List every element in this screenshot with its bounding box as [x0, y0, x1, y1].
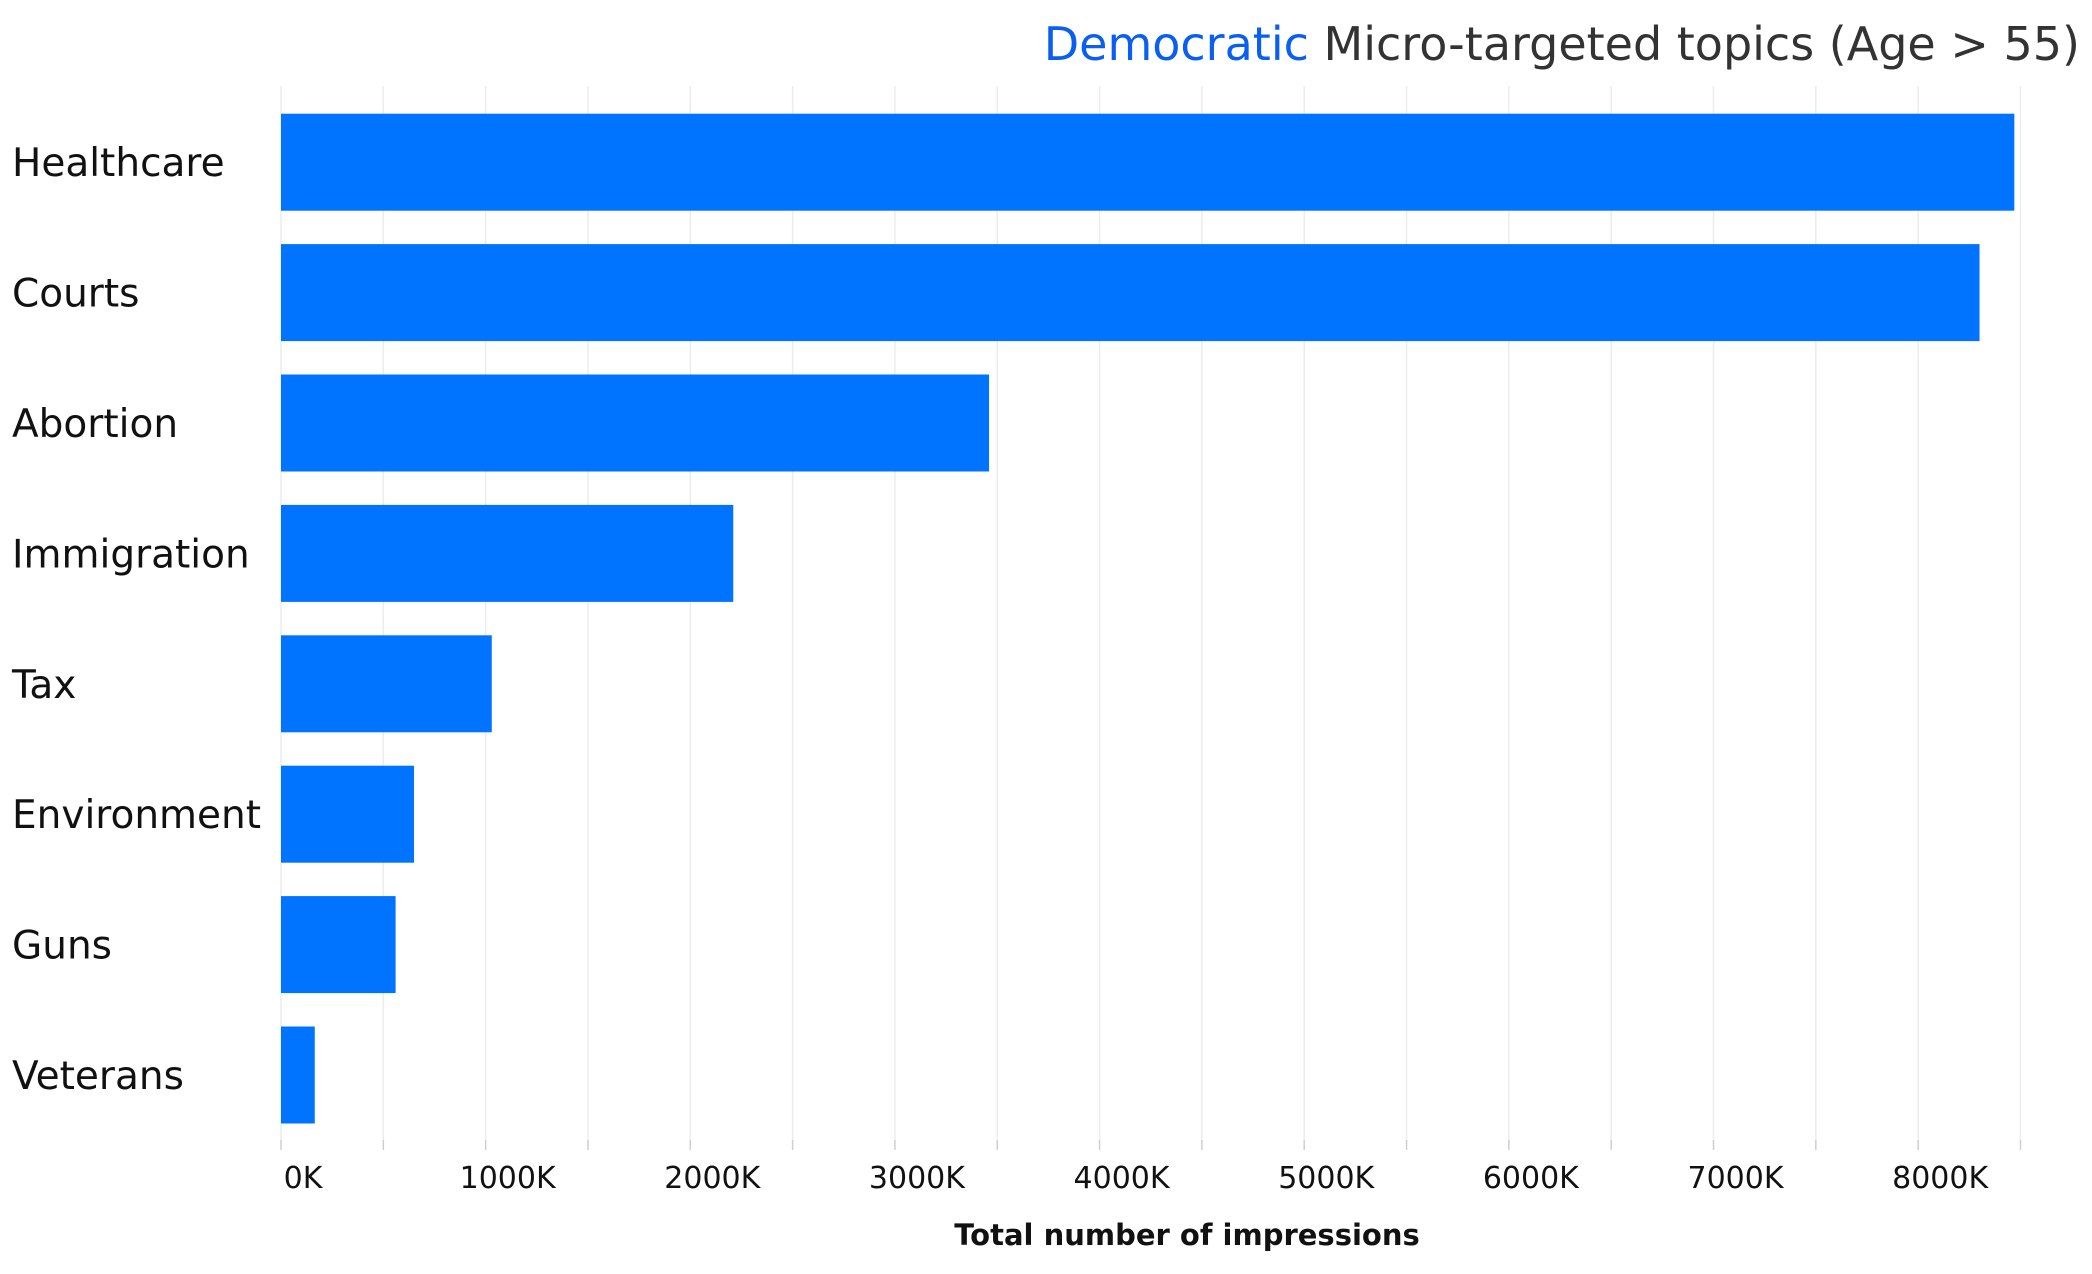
bar: [281, 1026, 315, 1124]
tick-label: 0K: [284, 1161, 324, 1196]
bar: [281, 896, 396, 994]
category-label: Guns: [12, 924, 112, 969]
bar: [281, 374, 990, 472]
tick-label: 2000K: [664, 1161, 761, 1196]
category-label: Immigration: [12, 532, 250, 577]
bar: [281, 504, 734, 602]
bar: [281, 635, 492, 733]
category-label: Abortion: [12, 402, 178, 447]
tick-label: 1000K: [460, 1161, 557, 1196]
title-text: Micro-targeted topics (Age > 55): [1309, 17, 2080, 71]
category-label: Environment: [12, 793, 261, 838]
tick-label: 8000K: [1892, 1161, 1989, 1196]
category-labels: Healthcare Courts Abortion Immigration Tax En…: [11, 141, 261, 1099]
tick-label: 6000K: [1483, 1161, 1580, 1196]
tick-label: 3000K: [869, 1161, 966, 1196]
category-label: Veterans: [12, 1054, 184, 1099]
bar: [281, 765, 415, 863]
category-label: Tax: [11, 663, 76, 708]
tick-label: 7000K: [1687, 1161, 1784, 1196]
tick-label: 5000K: [1278, 1161, 1375, 1196]
x-axis-ticks: 0K 1000K 2000K 3000K 4000K 5000K 6000K 7000K 800…: [280, 1140, 2022, 1196]
bar: [281, 244, 1980, 342]
bar: [281, 113, 2015, 211]
category-label: Healthcare: [12, 141, 225, 186]
chart-title: Democratic Micro-targeted topics (Age > …: [1044, 17, 2080, 71]
tick-label: 4000K: [1074, 1161, 1171, 1196]
bars: [281, 113, 2015, 1124]
x-axis-title: Total number of impressions: [954, 1218, 1419, 1252]
category-label: Courts: [12, 272, 139, 317]
title-party: Democratic: [1044, 17, 1309, 71]
